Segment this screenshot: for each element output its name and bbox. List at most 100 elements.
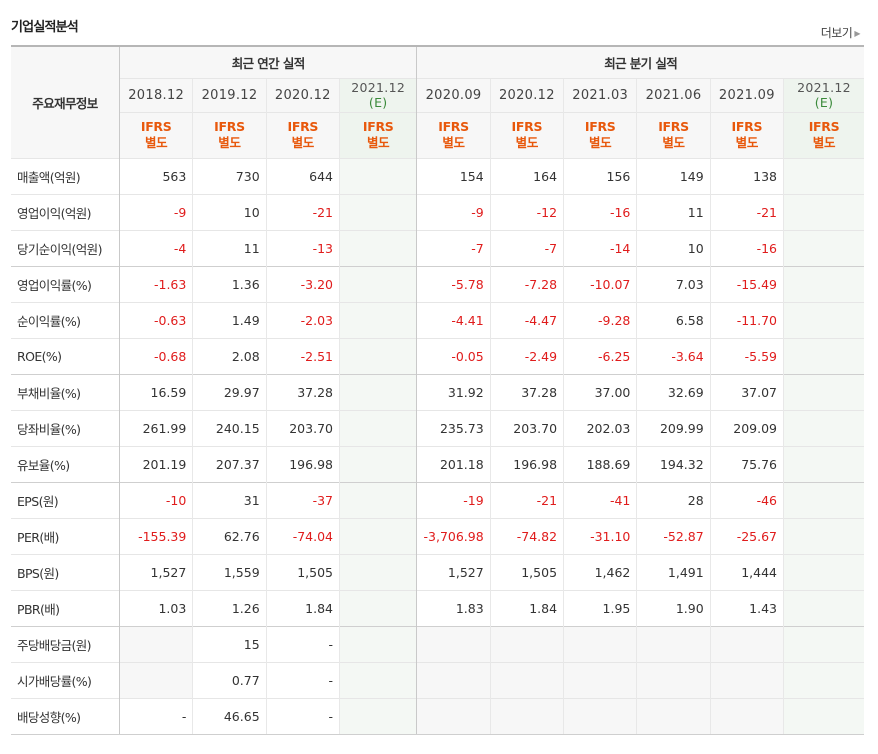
ifrs-label: IFRS (808, 119, 840, 134)
period-header: 2021.06 (636, 77, 711, 112)
table-cell: 1,444 (709, 553, 784, 590)
table-cell: -1.63 (118, 265, 193, 302)
period-header: 2018.12 (118, 77, 193, 112)
table-cell: 235.73 (416, 409, 491, 446)
estimate-mark: (E) (368, 95, 388, 110)
period-label: 2020.09 (425, 87, 482, 103)
table-cell (783, 553, 864, 590)
ifrs-label: IFRS (584, 119, 616, 134)
table-cell: -46 (709, 481, 784, 518)
table-cell: 202.03 (563, 409, 637, 446)
ifrs-label: IFRS (287, 119, 319, 134)
table-row: EPS(원) -10 31 -37 -19 -21 -41 28 -46 (11, 481, 864, 518)
table-cell: -15.49 (709, 265, 784, 302)
table-cell: -9 (118, 193, 193, 230)
table-cell: 194.32 (636, 445, 711, 482)
table-cell: -4.47 (489, 301, 564, 338)
ifrs-header: IFRS 별도 (416, 111, 491, 158)
ifrs-label: IFRS (438, 119, 469, 134)
financial-table: 주요재무정보 최근 연간 실적 최근 분기 실적 2018.12 2019.12 2… (11, 45, 864, 735)
table-cell: 37.07 (709, 373, 784, 410)
ifrs-header: IFRS 별도 (118, 111, 193, 158)
table-cell (636, 625, 711, 662)
table-cell (636, 661, 711, 698)
table-cell (338, 625, 417, 662)
ifrs-type-label: 별도 (735, 135, 759, 150)
table-cell: -7 (489, 229, 564, 266)
table-cell (416, 661, 491, 698)
period-label: 2020.12 (274, 87, 331, 103)
table-cell: 154 (416, 157, 491, 194)
table-cell: 46.65 (192, 697, 267, 735)
table-row: ROE(%) -0.68 2.08 -2.51 -0.05 -2.49 -6.25 -3.64… (11, 337, 864, 374)
row-label: 당좌비율(%) (11, 409, 120, 446)
row-label: 유보율(%) (11, 445, 120, 482)
more-link[interactable]: 더보기 ▶ (821, 24, 861, 41)
table-cell: - (265, 661, 340, 698)
table-cell (338, 409, 417, 446)
table-cell: 1,505 (489, 553, 564, 590)
table-cell: -37 (265, 481, 340, 518)
table-cell (709, 697, 784, 735)
table-cell: 261.99 (118, 409, 193, 446)
table-cell (338, 481, 417, 518)
table-cell: 196.98 (489, 445, 564, 482)
table-cell: -7.28 (489, 265, 564, 302)
table-row: 시가배당률(%) 0.77- (11, 661, 864, 698)
ifrs-type-label: 별도 (588, 135, 612, 150)
table-row: BPS(원) 1,527 1,559 1,505 1,527 1,505 1,462 1,49… (11, 553, 864, 590)
table-cell: -21 (489, 481, 564, 518)
row-label: PBR(배) (11, 589, 120, 626)
table-cell (709, 661, 784, 698)
table-cell: 1.03 (118, 589, 193, 626)
table-cell: 1.36 (192, 265, 267, 302)
table-row: 영업이익률(%) -1.63 1.36 -3.20 -5.78 -7.28 -10.07 7.… (11, 265, 864, 302)
table-cell: 11 (192, 229, 267, 266)
table-row: 당좌비율(%) 261.99 240.15 203.70 235.73 203.70 202… (11, 409, 864, 446)
row-label: 부채비율(%) (11, 373, 120, 410)
table-cell (563, 661, 637, 698)
table-cell (338, 661, 417, 698)
table-cell: 644 (265, 157, 340, 194)
table-cell (338, 265, 417, 302)
ifrs-header: IFRS 별도 (265, 111, 340, 158)
table-cell (338, 517, 417, 554)
row-label: 영업이익(억원) (11, 193, 120, 230)
table-cell: -7 (416, 229, 491, 266)
ifrs-type-label: 별도 (812, 135, 836, 150)
period-header: 2021.09 (709, 77, 784, 112)
table-cell: -0.63 (118, 301, 193, 338)
table-cell: 188.69 (563, 445, 637, 482)
row-label: 영업이익률(%) (11, 265, 120, 302)
table-cell: 32.69 (636, 373, 711, 410)
table-cell (118, 661, 193, 698)
table-cell: -3,706.98 (416, 517, 491, 554)
table-cell: 1,527 (118, 553, 193, 590)
table-cell (783, 301, 864, 338)
ifrs-label: IFRS (658, 119, 689, 134)
table-cell: 0.77 (192, 661, 267, 698)
table-cell: -16 (563, 193, 637, 230)
row-label: 매출액(억원) (11, 157, 120, 194)
table-cell: -74.82 (489, 517, 564, 554)
table-cell: 1.49 (192, 301, 267, 338)
table-cell: -5.59 (709, 337, 784, 374)
period-header: 2019.12 (192, 77, 267, 112)
table-cell: 1.90 (636, 589, 711, 626)
ifrs-type-label: 별도 (366, 135, 390, 150)
table-cell: 37.00 (563, 373, 637, 410)
period-label: 2018.12 (128, 87, 185, 103)
period-header: 2020.12 (265, 77, 340, 112)
period-header-row: 2018.12 2019.12 2020.12 2021.12 (E) 2020.09 20… (11, 77, 864, 112)
table-cell: 1,505 (265, 553, 340, 590)
quarter-group-header: 최근 분기 실적 (416, 45, 864, 78)
table-cell: -2.03 (265, 301, 340, 338)
table-cell: 37.28 (265, 373, 340, 410)
table-cell: 75.76 (709, 445, 784, 482)
table-cell (783, 625, 864, 662)
row-label: ROE(%) (11, 337, 120, 374)
table-cell: 16.59 (118, 373, 193, 410)
table-cell: 62.76 (192, 517, 267, 554)
table-cell: 29.97 (192, 373, 267, 410)
table-cell: -0.68 (118, 337, 193, 374)
